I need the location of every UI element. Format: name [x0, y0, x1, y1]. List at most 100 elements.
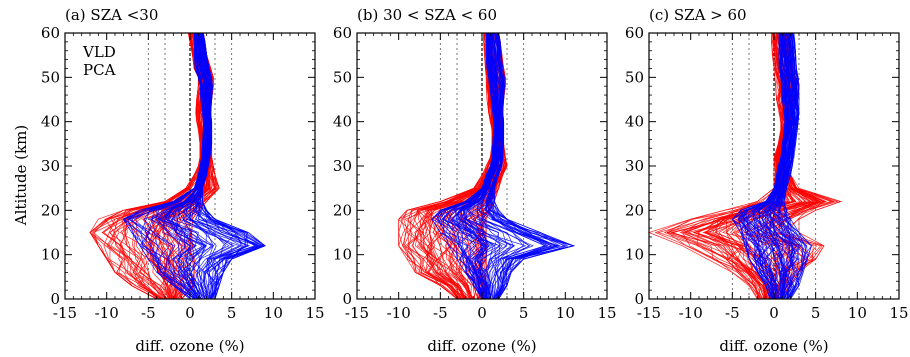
- series-pca-line: [477, 32, 527, 300]
- y-tick-label: 0: [50, 290, 60, 308]
- y-tick-label: 20: [625, 201, 644, 219]
- y-tick-label: 0: [342, 290, 352, 308]
- series-pca-line: [478, 33, 546, 300]
- y-tick-label: 40: [41, 113, 60, 131]
- x-tick-label: -5: [433, 304, 448, 322]
- panel-c-axes: -15 -10 -5 0 5 10 15 0 10 20 30 40 50 60: [625, 24, 909, 322]
- series-pca-line: [444, 32, 497, 300]
- series-vld-line: [654, 32, 783, 300]
- series-pca-line: [763, 32, 795, 300]
- x-tick-label: -15: [637, 304, 661, 322]
- series-pca-line: [490, 32, 575, 300]
- panel-b: (b) 30 < SZA < 60 -15 -10 -5 0 5 10 15 0 10 20 30 4…: [333, 6, 617, 355]
- panel-title: (c) SZA > 60: [649, 6, 747, 24]
- x-tick-label: -15: [53, 304, 77, 322]
- series-vld-line: [120, 32, 205, 300]
- series-pca-line: [446, 32, 496, 300]
- series-pca-line: [198, 32, 247, 300]
- x-axis-label: diff. ozone (%): [135, 337, 244, 355]
- legend-pca: PCA: [83, 61, 116, 79]
- y-tick-label: 60: [41, 24, 60, 42]
- x-tick-label: -15: [345, 304, 369, 322]
- series-pca-line: [742, 32, 789, 300]
- y-tick-label: 60: [625, 24, 644, 42]
- series-vld-line: [124, 32, 206, 300]
- y-tick-label: 30: [333, 157, 352, 175]
- x-tick-label: -10: [387, 304, 411, 322]
- series-pca-line: [740, 32, 789, 300]
- legend-vld: VLD: [82, 43, 116, 61]
- series-pca-line: [195, 32, 227, 300]
- panel-a-axes: -15 -10 -5 0 5 10 15 0 10 20 30 40 50 60: [41, 24, 325, 322]
- series-vld-line: [474, 32, 506, 300]
- series-pca-line: [468, 32, 500, 300]
- series-pca-line: [457, 33, 498, 300]
- panel-title: (b) 30 < SZA < 60: [357, 6, 497, 24]
- series-pca-line: [776, 32, 798, 300]
- y-tick-label: 40: [333, 113, 352, 131]
- x-tick-label: -10: [679, 304, 703, 322]
- x-tick-label: -5: [141, 304, 156, 322]
- y-tick-label: 0: [634, 290, 644, 308]
- panel-c-marks: [647, 32, 842, 300]
- series-pca-line: [775, 32, 800, 300]
- series-pca-line: [202, 32, 266, 300]
- y-tick-label: 10: [625, 246, 644, 264]
- x-tick-label: 15: [305, 304, 324, 322]
- y-tick-label: 50: [333, 68, 352, 86]
- y-tick-label: 10: [41, 246, 60, 264]
- x-tick-label: 10: [264, 304, 283, 322]
- panel-c: (c) SZA > 60 -15 -10 -5 0 5 10 15 0 10 20 30 40 50 60…: [625, 6, 909, 355]
- series-pca-line: [150, 32, 207, 300]
- series-pca-line: [123, 32, 205, 300]
- series-vld-line: [703, 32, 786, 300]
- panel-b-axes: -15 -10 -5 0 5 10 15 0 10 20 30 40 50 60: [333, 24, 617, 322]
- series-pca-line: [129, 32, 205, 300]
- series-pca-line: [185, 32, 251, 300]
- x-tick-label: 15: [597, 304, 616, 322]
- series-pca-line: [489, 32, 557, 300]
- x-tick-label: 5: [811, 304, 821, 322]
- legend: VLD PCA: [82, 43, 116, 79]
- series-pca-line: [465, 32, 512, 300]
- y-tick-label: 60: [333, 24, 352, 42]
- x-tick-label: 15: [889, 304, 908, 322]
- y-tick-label: 20: [41, 201, 60, 219]
- x-tick-label: 5: [227, 304, 237, 322]
- panel-title: (a) SZA <30: [65, 6, 158, 24]
- series-pca-line: [752, 32, 792, 300]
- y-tick-label: 30: [625, 157, 644, 175]
- y-axis-label: Altitude (km): [12, 125, 30, 226]
- y-tick-label: 20: [333, 201, 352, 219]
- x-axis-label: diff. ozone (%): [719, 337, 828, 355]
- x-tick-label: 0: [477, 304, 487, 322]
- x-tick-label: -5: [725, 304, 740, 322]
- series-pca-line: [451, 32, 501, 300]
- series-pca-line: [770, 32, 796, 300]
- series-pca-line: [731, 32, 786, 300]
- y-tick-label: 10: [333, 246, 352, 264]
- panel-a-marks: [89, 32, 266, 300]
- x-axis-label: diff. ozone (%): [427, 337, 536, 355]
- series-pca-line: [761, 32, 793, 300]
- y-tick-label: 40: [625, 113, 644, 131]
- y-tick-label: 50: [41, 68, 60, 86]
- x-tick-label: -10: [95, 304, 119, 322]
- series-pca-line: [455, 32, 497, 300]
- x-tick-label: 10: [848, 304, 867, 322]
- panel-a: (a) SZA <30 -15 -10 -5 0 5 10 150102030405060 …: [41, 6, 325, 355]
- y-tick-label: 50: [625, 68, 644, 86]
- series-pca-line: [173, 32, 209, 300]
- x-tick-label: 10: [556, 304, 575, 322]
- x-tick-label: 0: [769, 304, 779, 322]
- panel-b-marks: [398, 32, 576, 300]
- x-tick-label: 5: [519, 304, 529, 322]
- series-pca-line: [127, 32, 205, 300]
- series-pca-line: [156, 32, 208, 300]
- series-vld-line: [400, 32, 495, 300]
- series-pca-line: [778, 32, 808, 300]
- series-pca-line: [479, 32, 534, 300]
- y-tick-label: 30: [41, 157, 60, 175]
- x-tick-label: 0: [185, 304, 195, 322]
